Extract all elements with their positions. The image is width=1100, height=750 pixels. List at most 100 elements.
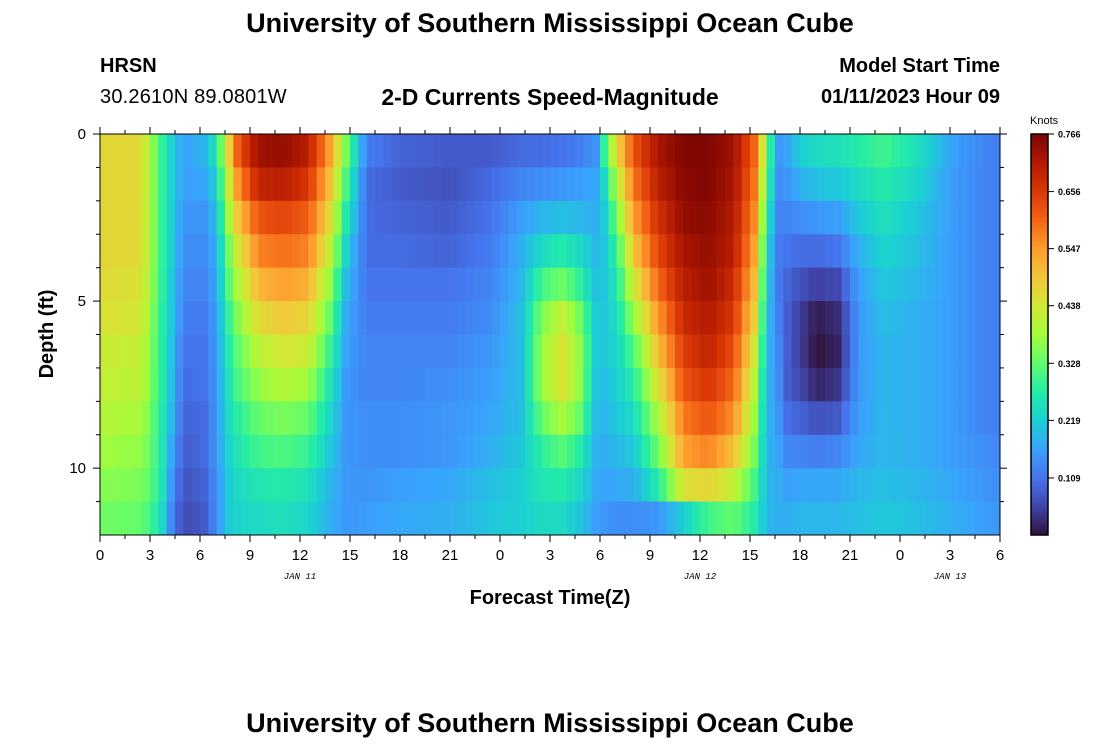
heatmap-cell [508, 334, 518, 369]
x-tick-label: 15 [342, 547, 359, 564]
heatmap-cell [741, 434, 751, 469]
heatmap-cell [266, 434, 276, 469]
heatmap-cell [991, 401, 1000, 436]
heatmap-cell [341, 367, 351, 402]
heatmap-cell [800, 468, 809, 503]
heatmap-cell [850, 234, 859, 269]
heatmap-cell [658, 468, 668, 503]
heatmap-cell [333, 468, 343, 503]
heatmap-cell [658, 134, 668, 169]
heatmap-cell [300, 267, 309, 302]
heatmap-cell [183, 200, 193, 235]
heatmap-cell [933, 301, 943, 336]
heatmap-cell [683, 401, 693, 436]
heatmap-cell [908, 334, 918, 369]
heatmap-cell [866, 167, 876, 202]
heatmap-cell [375, 234, 384, 269]
heatmap-cell [775, 200, 784, 235]
heatmap-cell [625, 334, 634, 369]
heatmap-cell [433, 468, 443, 503]
heatmap-cell [333, 401, 343, 436]
heatmap-cell [433, 367, 443, 402]
heatmap-cell [916, 134, 926, 169]
heatmap-cell [733, 134, 743, 169]
heatmap-cell [916, 434, 926, 469]
heatmap-cell [141, 200, 151, 235]
heatmap-cell [458, 501, 468, 535]
heatmap-cell [625, 468, 634, 503]
heatmap-cell [325, 367, 334, 402]
heatmap-cell [408, 234, 418, 269]
heatmap-cell [558, 334, 568, 369]
heatmap-cell [866, 367, 876, 402]
heatmap-cell [358, 401, 368, 436]
heatmap-cell [258, 434, 268, 469]
heatmap-cell [350, 401, 359, 436]
heatmap-cell [733, 234, 743, 269]
heatmap-cell [333, 267, 343, 302]
heatmap-cell [916, 334, 926, 369]
heatmap-cell [208, 134, 218, 169]
heatmap-cell [200, 167, 209, 202]
heatmap-cell [883, 167, 893, 202]
heatmap-cell [650, 301, 659, 336]
heatmap-cell [391, 434, 401, 469]
heatmap-cell [366, 200, 376, 235]
heatmap-cell [325, 301, 334, 336]
heatmap-cell [150, 468, 159, 503]
heatmap-cell [258, 401, 268, 436]
day-label: JAN 11 [284, 572, 316, 582]
heatmap-cell [475, 401, 484, 436]
heatmap-cell [666, 434, 676, 469]
heatmap-cell [600, 234, 609, 269]
heatmap-cell [225, 367, 234, 402]
heatmap-cell [891, 234, 901, 269]
heatmap-cell [941, 267, 951, 302]
heatmap-cell [508, 434, 518, 469]
heatmap-cell [608, 401, 618, 436]
heatmap-cell [508, 367, 518, 402]
heatmap-cell [250, 334, 259, 369]
heatmap-cell [250, 267, 259, 302]
heatmap-cell [650, 200, 659, 235]
heatmap-cell [791, 401, 801, 436]
heatmap-cell [433, 334, 443, 369]
heatmap-cell [658, 301, 668, 336]
heatmap-cell [133, 167, 143, 202]
heatmap-cell [658, 334, 668, 369]
heatmap-cell [591, 234, 601, 269]
heatmap-cell [700, 134, 709, 169]
heatmap-cell [200, 401, 209, 436]
heatmap-cell [591, 334, 601, 369]
heatmap-cell [641, 468, 651, 503]
heatmap-cell [191, 367, 201, 402]
heatmap-cell [875, 234, 884, 269]
heatmap-cell [508, 167, 518, 202]
heatmap-cell [741, 367, 751, 402]
heatmap-cell [800, 267, 809, 302]
heatmap-cell [316, 234, 326, 269]
heatmap-cell [316, 301, 326, 336]
heatmap-cell [933, 267, 943, 302]
heatmap-cell [491, 367, 501, 402]
heatmap-cell [116, 434, 126, 469]
heatmap-cell [766, 401, 776, 436]
heatmap-cell [808, 134, 818, 169]
heatmap-cell [400, 367, 409, 402]
heatmap-cell [308, 267, 318, 302]
heatmap-cell [683, 134, 693, 169]
heatmap-cell [858, 367, 868, 402]
heatmap-cell [458, 301, 468, 336]
heatmap-cell [491, 434, 501, 469]
heatmap-cell [708, 501, 718, 535]
heatmap-cell [691, 334, 701, 369]
heatmap-cell [125, 267, 134, 302]
heatmap-cell [758, 434, 768, 469]
heatmap-cell [266, 167, 276, 202]
footer-title: University of Southern Mississippi Ocean… [246, 708, 854, 738]
heatmap-cell [166, 367, 176, 402]
heatmap-cell [633, 234, 643, 269]
heatmap-cell [775, 401, 784, 436]
heatmap-cell [100, 434, 109, 469]
heatmap-cell [808, 434, 818, 469]
